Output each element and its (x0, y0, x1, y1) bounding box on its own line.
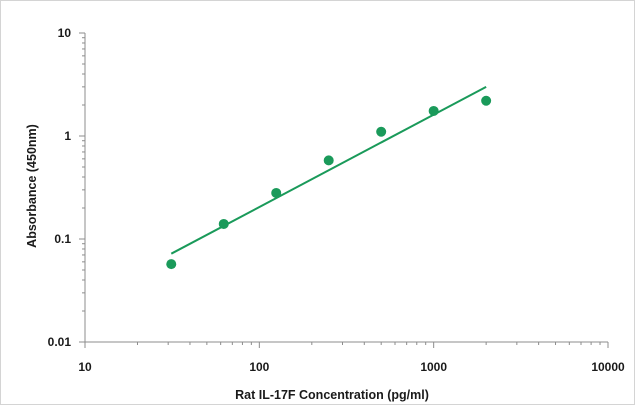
data-point (218, 218, 229, 229)
y-tick-label: 1 (64, 129, 71, 143)
x-tick-label: 1000 (420, 360, 447, 374)
trendline (170, 85, 487, 255)
data-point (428, 105, 439, 116)
y-tick-label: 0.1 (54, 232, 71, 246)
data-point (323, 155, 334, 166)
data-point (271, 187, 282, 198)
x-tick-label: 10 (78, 360, 92, 374)
x-axis-label: Rat IL-17F Concentration (pg/ml) (235, 388, 429, 402)
x-tick-label: 100 (249, 360, 269, 374)
data-point (481, 95, 492, 106)
tick-labels: 10 1 0.1 0.01 10 100 1000 10000 (48, 26, 625, 374)
x-tick-label: 10000 (591, 360, 625, 374)
plot-area (166, 85, 492, 270)
y-tick-label: 10 (58, 26, 72, 40)
y-tick-label: 0.01 (48, 335, 72, 349)
data-point (166, 259, 177, 270)
data-point (376, 126, 387, 137)
axes (79, 32, 609, 348)
y-axis-label: Absorbance (450nm) (25, 124, 39, 248)
